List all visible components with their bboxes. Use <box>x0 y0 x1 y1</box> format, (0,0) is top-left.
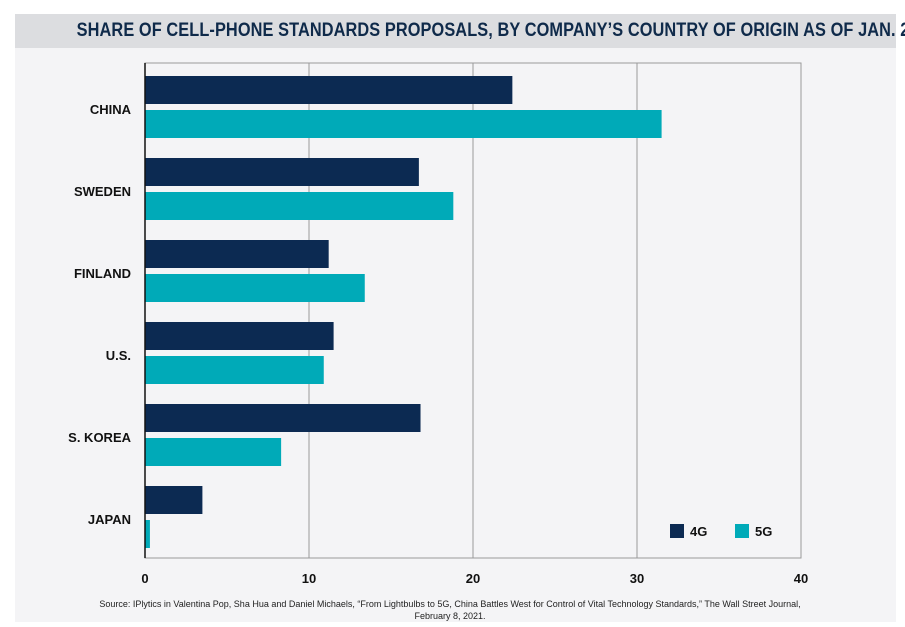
category-label: SWEDEN <box>74 184 131 199</box>
x-tick-label: 10 <box>302 571 316 586</box>
x-tick-label: 40 <box>794 571 808 586</box>
bar-5g-s-korea <box>145 438 282 466</box>
source-note: Source: IPlytics in Valentina Pop, Sha H… <box>99 599 801 621</box>
bar-4g-finland <box>145 240 329 268</box>
x-tick-label: 0 <box>141 571 148 586</box>
category-label: JAPAN <box>88 512 131 527</box>
bar-4g-china <box>145 76 513 104</box>
legend-label-4g: 4G <box>690 524 707 539</box>
category-label: FINLAND <box>74 266 131 281</box>
bar-5g-japan <box>145 520 150 548</box>
bar-5g-u-s <box>145 356 324 384</box>
bar-4g-s-korea <box>145 404 421 432</box>
category-label: CHINA <box>90 102 132 117</box>
bar-4g-sweden <box>145 158 419 186</box>
bar-5g-finland <box>145 274 365 302</box>
x-tick-label: 30 <box>630 571 644 586</box>
category-label: S. KOREA <box>68 430 131 445</box>
bar-5g-china <box>145 110 662 138</box>
legend-swatch-5g <box>735 524 749 538</box>
bar-4g-u-s <box>145 322 334 350</box>
bar-5g-sweden <box>145 192 454 220</box>
bar-4g-japan <box>145 486 203 514</box>
category-label: U.S. <box>106 348 131 363</box>
chart-title: SHARE OF CELL-PHONE STANDARDS PROPOSALS,… <box>76 20 905 41</box>
title-bar: SHARE OF CELL-PHONE STANDARDS PROPOSALS,… <box>15 14 905 48</box>
legend-label-5g: 5G <box>755 524 772 539</box>
legend-swatch-4g <box>670 524 684 538</box>
x-tick-label: 20 <box>466 571 480 586</box>
